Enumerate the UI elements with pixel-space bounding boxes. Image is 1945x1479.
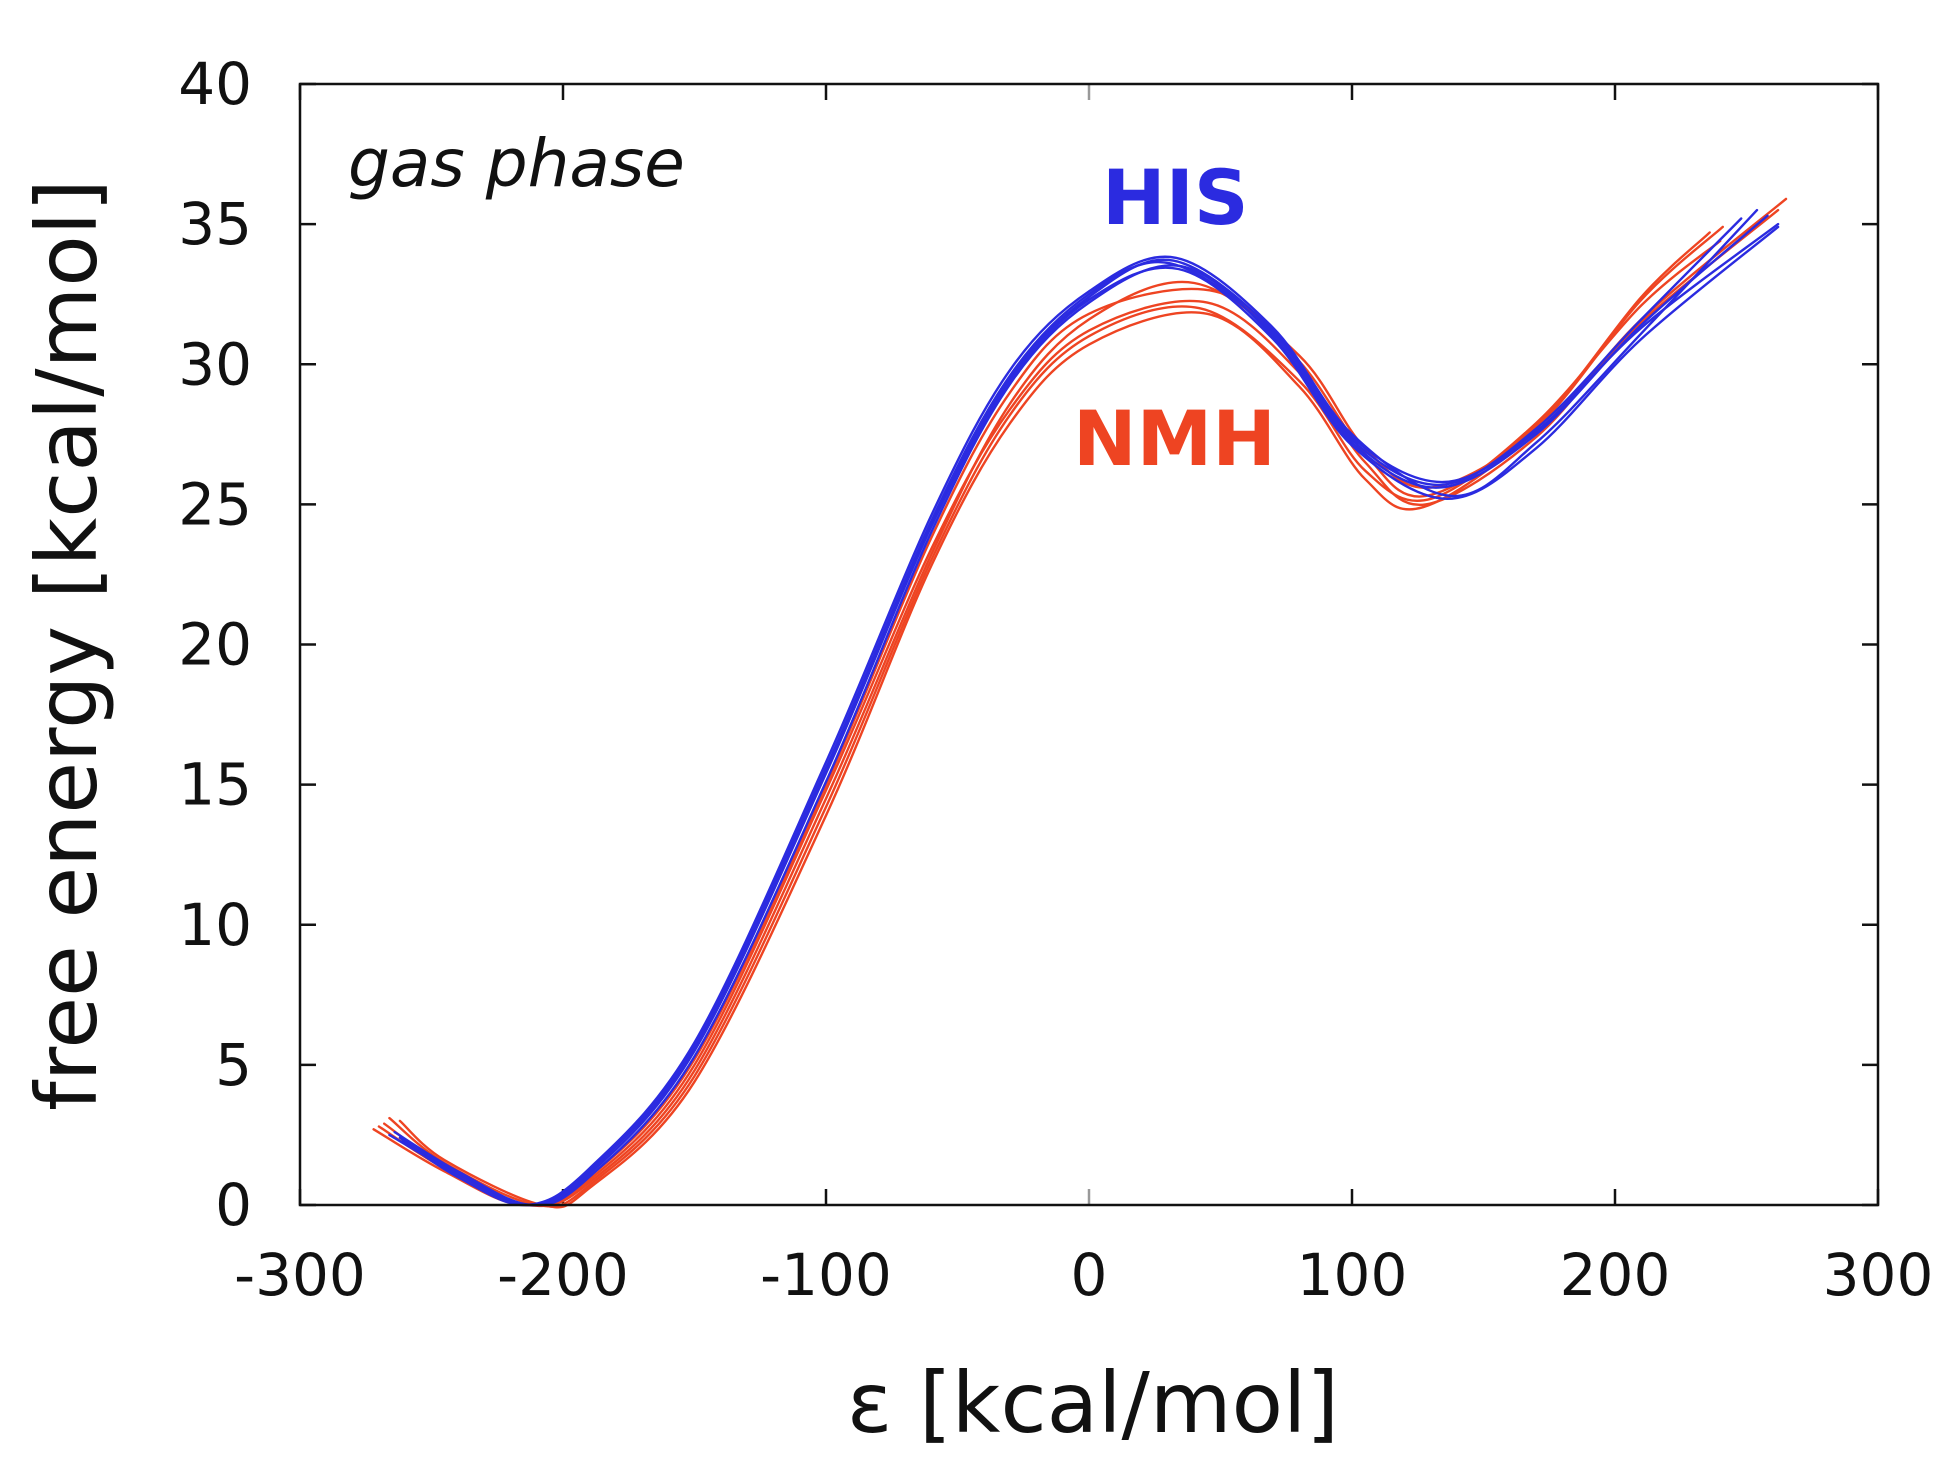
x-tick-label: 100	[1297, 1241, 1408, 1309]
x-tick-label: 300	[1823, 1241, 1934, 1309]
series-line-his	[401, 208, 1759, 1207]
nmh-series-label: NMH	[1073, 394, 1276, 483]
gas-phase-annotation: gas phase	[348, 125, 685, 202]
series-line-his	[393, 214, 1769, 1207]
series-line-nmh	[372, 231, 1711, 1207]
his-series-label: HIS	[1102, 153, 1249, 242]
y-tick-label: 20	[178, 611, 252, 679]
series-line-his	[398, 222, 1780, 1207]
series-line-nmh	[388, 239, 1722, 1208]
x-tick-label: -300	[234, 1241, 366, 1309]
y-axis-title: free energy [kcal/mol]	[18, 179, 116, 1111]
series-line-nmh	[398, 225, 1724, 1209]
x-tick-label: -200	[497, 1241, 629, 1309]
series-line-nmh	[377, 197, 1788, 1207]
series-line-his	[388, 225, 1780, 1207]
y-tick-label: 30	[178, 330, 252, 398]
x-tick-label: 0	[1071, 1241, 1108, 1309]
y-tick-label: 10	[178, 891, 252, 959]
plot-frame	[298, 82, 1880, 1207]
tick-marks	[298, 82, 1880, 1207]
y-tick-label: 15	[178, 751, 252, 819]
y-tick-label: 5	[215, 1031, 252, 1099]
tick-labels: -300 -200 -100 0 100 200 300 0 5 10 15 20 25 30 35 40	[178, 50, 1933, 1309]
x-tick-label: -100	[760, 1241, 892, 1309]
y-tick-label: 0	[215, 1171, 252, 1239]
y-tick-label: 25	[178, 470, 252, 538]
series-lines	[372, 197, 1788, 1209]
y-tick-label: 40	[178, 50, 252, 118]
x-tick-label: 200	[1560, 1241, 1671, 1309]
y-tick-label: 35	[178, 190, 252, 258]
series-line-his	[406, 217, 1743, 1207]
x-axis-title: ε [kcal/mol]	[847, 1354, 1339, 1452]
series-line-nmh	[383, 208, 1780, 1208]
